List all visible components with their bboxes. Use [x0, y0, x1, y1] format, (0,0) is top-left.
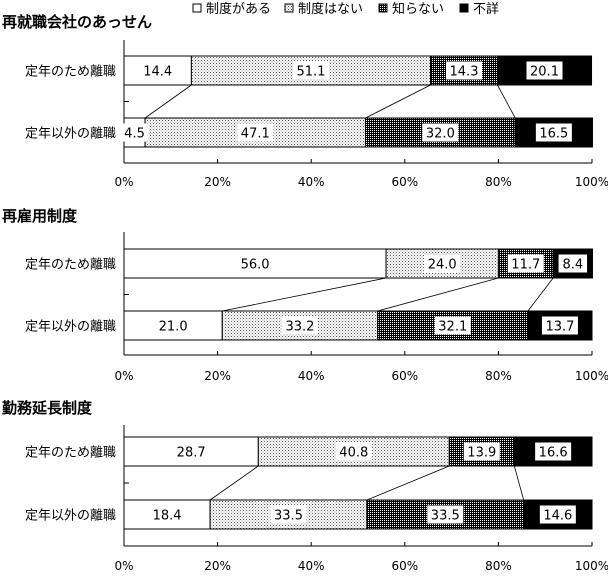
series-connector-line — [497, 84, 516, 119]
data-label-bg — [270, 505, 307, 524]
data-label: 11.7 — [511, 258, 540, 273]
x-tick-label: 80% — [485, 175, 512, 189]
x-tick-label: 60% — [391, 559, 418, 572]
chart-title: 再就職会社のあっせん — [2, 13, 152, 31]
data-label-bg — [535, 123, 572, 142]
data-label: 16.5 — [539, 127, 568, 142]
legend-swatch — [459, 3, 469, 13]
x-tick-label: 40% — [298, 175, 325, 189]
data-label-bg — [446, 61, 483, 80]
series-connector-line — [513, 465, 525, 501]
data-label-bg — [434, 316, 471, 335]
data-label-bg — [541, 316, 578, 335]
x-tick-label: 20% — [204, 559, 231, 572]
category-label: 定年以外の離職 — [25, 509, 116, 524]
data-label-bg — [281, 316, 318, 335]
chart-title: 再雇用制度 — [2, 207, 78, 225]
x-tick-label: 80% — [485, 559, 512, 572]
chart-panel-1: 再就職会社のあっせん 0% 20% 40% 60% 80% 100% 定年のため離職 14.4 5… — [2, 13, 608, 189]
x-tick-label: 40% — [298, 559, 325, 572]
x-tick-label: 0% — [114, 175, 133, 189]
category-label: 定年のため離職 — [25, 65, 116, 80]
data-label-bg — [427, 505, 464, 524]
data-label-bg — [535, 442, 572, 461]
chart-panel-2: 再雇用制度 0% 20% 40% 60% 80% 100% 定年のため離職 56.0 24.0 11… — [2, 207, 608, 383]
data-label: 8.4 — [562, 258, 583, 273]
data-label: 14.6 — [543, 509, 572, 524]
x-tick-label: 60% — [391, 369, 418, 383]
data-label-bg — [149, 505, 186, 524]
data-label-bg — [424, 254, 461, 273]
x-tick-label: 0% — [114, 559, 133, 572]
category-label: 定年のため離職 — [25, 258, 116, 273]
data-label-bg — [558, 254, 588, 273]
data-label: 40.8 — [339, 446, 368, 461]
data-label: 16.6 — [539, 446, 568, 461]
x-tick-label: 100% — [575, 559, 608, 572]
series-connector-line — [222, 277, 387, 312]
data-label: 47.1 — [241, 127, 270, 142]
legend-swatch — [192, 3, 202, 13]
data-label: 32.1 — [438, 320, 467, 335]
data-label-bg — [173, 442, 210, 461]
data-label: 28.7 — [177, 446, 206, 461]
series-connector-line — [209, 465, 259, 501]
data-label-bg — [422, 123, 459, 142]
data-label-bg — [526, 61, 563, 80]
data-label: 24.0 — [428, 258, 457, 273]
data-label-bg — [120, 123, 149, 142]
x-tick-label: 20% — [204, 175, 231, 189]
data-label-bg — [539, 505, 576, 524]
chart-title: 勤務延長制度 — [2, 399, 93, 417]
data-label-bg — [237, 254, 274, 273]
series-connector-line — [377, 277, 499, 312]
series-connector-line — [365, 84, 431, 119]
chart-panel-3: 勤務延長制度 0% 20% 40% 60% 80% 100% 定年のため離職 28.7 40.8 1… — [2, 399, 608, 573]
data-label: 13.7 — [545, 320, 574, 335]
data-label: 14.3 — [450, 65, 479, 80]
data-label: 20.1 — [530, 65, 559, 80]
data-label: 21.0 — [159, 320, 188, 335]
x-tick-label: 0% — [114, 369, 133, 383]
data-label: 33.2 — [285, 320, 314, 335]
x-tick-label: 20% — [204, 369, 231, 383]
x-tick-label: 60% — [391, 175, 418, 189]
legend-label: 制度がある — [206, 1, 271, 17]
data-label-bg — [155, 316, 192, 335]
legend-label: 不詳 — [473, 1, 499, 17]
data-label: 18.4 — [153, 509, 182, 524]
bar-segment — [430, 55, 498, 86]
data-label: 4.5 — [124, 127, 145, 142]
legend-label: 知らない — [392, 1, 444, 17]
data-label: 33.5 — [431, 509, 460, 524]
data-label-bg — [507, 254, 544, 273]
data-label-bg — [292, 61, 329, 80]
x-tick-label: 40% — [298, 369, 325, 383]
data-label: 56.0 — [241, 258, 270, 273]
data-label-bg — [237, 123, 274, 142]
data-label-bg — [139, 61, 176, 80]
category-label: 定年以外の離職 — [25, 127, 116, 142]
legend-label: 制度はない — [298, 1, 363, 17]
category-label: 定年のため離職 — [25, 446, 116, 461]
data-label: 14.4 — [143, 65, 172, 80]
series-connector-line — [366, 465, 450, 501]
x-tick-label: 80% — [485, 369, 512, 383]
legend-swatch — [378, 3, 388, 13]
x-tick-label: 100% — [575, 369, 608, 383]
data-label: 32.0 — [426, 127, 455, 142]
data-label-bg — [335, 442, 372, 461]
data-label: 13.9 — [467, 446, 496, 461]
data-label: 51.1 — [296, 65, 325, 80]
category-label: 定年以外の離職 — [25, 320, 116, 335]
x-tick-label: 100% — [575, 175, 608, 189]
legend-swatch — [284, 3, 294, 13]
data-label-bg — [463, 442, 500, 461]
series-connector-line — [144, 84, 192, 119]
series-connector-line — [527, 277, 554, 312]
data-label: 33.5 — [274, 509, 303, 524]
